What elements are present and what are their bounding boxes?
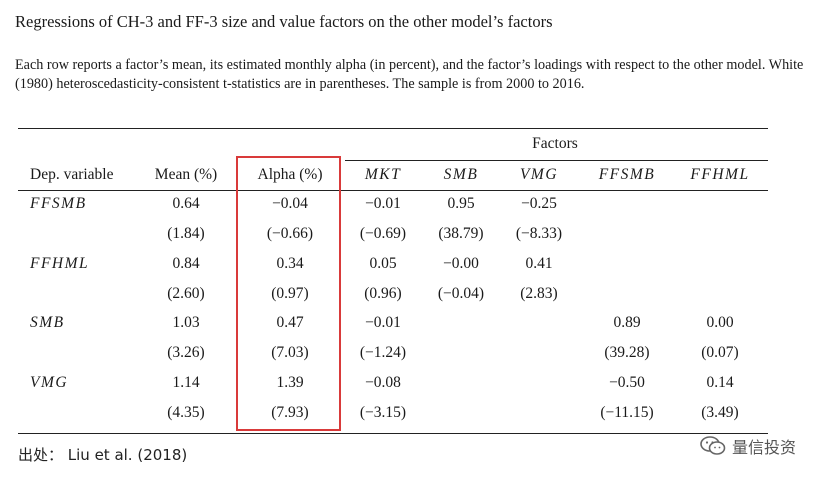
tstat-cell: (1.84) — [167, 225, 205, 242]
tstat-cell: (3.26) — [167, 344, 205, 361]
tstat-cell: (−0.66) — [266, 225, 314, 242]
tstat-cell: (7.03) — [271, 344, 309, 361]
row-label-vmg: VMG — [30, 373, 69, 391]
coef-cell: −0.01 — [365, 314, 401, 331]
tstat-cell: (0.07) — [701, 344, 739, 361]
coef-cell: 0.14 — [706, 373, 734, 391]
tstat-cell: (−0.04) — [437, 284, 485, 302]
coef-cell: 0.47 — [276, 314, 304, 331]
column-header-smb: SMB — [443, 166, 479, 183]
column-header-vmg: VMG — [519, 166, 559, 183]
tstat-cell: (2.60) — [167, 284, 205, 302]
factors-group-header: Factors — [532, 135, 578, 152]
tstat-cell: (38.79) — [438, 225, 484, 242]
coef-cell: 0.64 — [172, 195, 200, 212]
row-label-ffhml: FFHML — [30, 254, 90, 272]
coef-cell: −0.00 — [443, 254, 479, 272]
coef-cell: 0.84 — [172, 254, 200, 272]
coef-cell: 0.41 — [525, 254, 553, 272]
column-header-dep-variable: Dep. variable — [30, 166, 114, 183]
column-header-mkt: MKT — [364, 166, 402, 183]
bottom-rule — [18, 433, 768, 434]
factors-underline — [345, 160, 768, 161]
alpha-highlight-box — [236, 156, 341, 431]
source-note: 出处： Liu et al. (2018) — [18, 446, 188, 464]
tstat-cell: (7.93) — [271, 403, 309, 421]
tstat-cell: (0.96) — [364, 284, 402, 302]
coef-cell: 0.89 — [613, 314, 641, 331]
coef-cell: 1.39 — [276, 373, 304, 391]
row-label-ffsmb: FFSMB — [30, 195, 87, 212]
coef-cell: 0.05 — [369, 254, 397, 272]
coef-cell: 1.03 — [172, 314, 200, 331]
coef-cell: −0.04 — [272, 195, 308, 212]
tstat-cell: (4.35) — [167, 403, 205, 421]
coef-cell: 0.00 — [706, 314, 734, 331]
coef-cell: −0.08 — [365, 373, 401, 391]
watermark-text: 量信投资 — [732, 438, 797, 457]
tstat-cell: (−1.24) — [359, 344, 407, 361]
coef-cell: 0.95 — [447, 195, 475, 212]
tstat-cell: (−3.15) — [359, 403, 407, 421]
column-header-mean: Mean (%) — [154, 166, 218, 183]
page-title: Regressions of CH-3 and FF-3 size and va… — [15, 12, 553, 31]
tstat-cell: (−11.15) — [600, 403, 654, 421]
coef-cell: 0.34 — [276, 254, 304, 272]
top-rule — [18, 128, 768, 129]
coef-cell: −0.25 — [521, 195, 557, 212]
watermark: 量信投资 — [700, 434, 796, 458]
table-caption: Each row reports a factor’s mean, its es… — [15, 57, 804, 92]
column-header-ffsmb: FFSMB — [598, 166, 656, 183]
tstat-cell: (−8.33) — [515, 225, 563, 242]
tstat-cell: (2.83) — [520, 284, 558, 302]
coef-cell: −0.50 — [609, 373, 645, 391]
coef-cell: −0.01 — [365, 195, 401, 212]
row-label-smb: SMB — [30, 314, 65, 331]
column-header-alpha: Alpha (%) — [257, 166, 323, 183]
coef-cell: 1.14 — [172, 373, 200, 391]
tstat-cell: (−0.69) — [359, 225, 407, 242]
tstat-cell: (0.97) — [271, 284, 309, 302]
column-header-ffhml: FFHML — [690, 166, 750, 183]
tstat-cell: (39.28) — [604, 344, 650, 361]
tstat-cell: (3.49) — [701, 403, 739, 421]
header-rule — [18, 190, 768, 191]
wechat-icon — [700, 436, 726, 455]
